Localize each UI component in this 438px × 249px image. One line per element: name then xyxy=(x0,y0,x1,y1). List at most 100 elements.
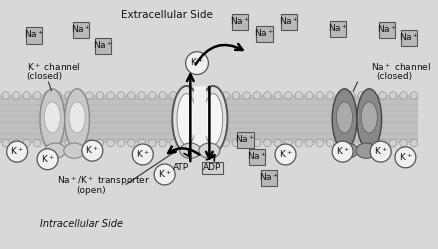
Circle shape xyxy=(75,139,83,147)
Circle shape xyxy=(294,92,302,99)
Circle shape xyxy=(85,139,93,147)
Text: Na$^+$: Na$^+$ xyxy=(327,22,347,34)
Ellipse shape xyxy=(64,143,85,158)
Circle shape xyxy=(12,92,20,99)
Circle shape xyxy=(185,52,208,74)
Text: (closed): (closed) xyxy=(375,72,411,81)
Ellipse shape xyxy=(64,89,89,150)
Text: Na$^+$: Na$^+$ xyxy=(71,23,91,35)
Circle shape xyxy=(2,139,10,147)
Circle shape xyxy=(305,139,312,147)
Ellipse shape xyxy=(177,94,196,145)
Circle shape xyxy=(148,139,156,147)
Circle shape xyxy=(154,164,175,185)
Circle shape xyxy=(138,139,145,147)
Ellipse shape xyxy=(356,89,381,150)
Circle shape xyxy=(44,92,51,99)
Circle shape xyxy=(315,92,323,99)
Text: Na$^+$: Na$^+$ xyxy=(259,172,279,183)
Bar xyxy=(261,170,277,186)
Text: K$^+$ channel: K$^+$ channel xyxy=(27,61,80,73)
Circle shape xyxy=(211,139,219,147)
Circle shape xyxy=(221,92,229,99)
Circle shape xyxy=(253,92,260,99)
Circle shape xyxy=(169,92,177,99)
Text: K$^+$: K$^+$ xyxy=(41,153,54,165)
Circle shape xyxy=(169,139,177,147)
Text: Na$^+$: Na$^+$ xyxy=(254,27,274,39)
Circle shape xyxy=(284,92,292,99)
Circle shape xyxy=(148,92,156,99)
Circle shape xyxy=(346,92,354,99)
Bar xyxy=(237,132,253,148)
Circle shape xyxy=(85,92,93,99)
Bar xyxy=(26,27,42,44)
Circle shape xyxy=(106,92,114,99)
Circle shape xyxy=(33,92,41,99)
Circle shape xyxy=(117,139,124,147)
Text: Na$^+$: Na$^+$ xyxy=(92,39,113,51)
Circle shape xyxy=(346,139,354,147)
Circle shape xyxy=(399,139,406,147)
Circle shape xyxy=(2,92,10,99)
Bar xyxy=(378,22,395,38)
Ellipse shape xyxy=(172,86,200,153)
Ellipse shape xyxy=(360,102,377,133)
Circle shape xyxy=(180,139,187,147)
Text: Na$^+$: Na$^+$ xyxy=(398,32,418,43)
Circle shape xyxy=(336,92,344,99)
Circle shape xyxy=(242,139,250,147)
Text: Na$^+$/K$^+$ transporter: Na$^+$/K$^+$ transporter xyxy=(57,174,150,188)
Circle shape xyxy=(200,92,208,99)
Circle shape xyxy=(332,141,352,162)
Circle shape xyxy=(190,139,198,147)
Circle shape xyxy=(357,139,364,147)
Circle shape xyxy=(326,92,333,99)
Circle shape xyxy=(33,139,41,147)
Text: K$^+$: K$^+$ xyxy=(135,148,149,160)
Text: Na$^+$: Na$^+$ xyxy=(229,15,249,27)
Text: K$^+$: K$^+$ xyxy=(85,144,99,156)
Circle shape xyxy=(273,139,281,147)
Ellipse shape xyxy=(69,102,85,133)
Circle shape xyxy=(369,141,390,162)
Text: (open): (open) xyxy=(76,186,106,195)
Circle shape xyxy=(336,139,344,147)
Circle shape xyxy=(357,92,364,99)
Ellipse shape xyxy=(40,89,64,150)
Circle shape xyxy=(132,144,153,165)
Text: Na$^+$ channel: Na$^+$ channel xyxy=(370,61,430,73)
Ellipse shape xyxy=(45,143,66,158)
Text: K$^+$: K$^+$ xyxy=(398,151,411,163)
Bar xyxy=(201,162,222,174)
Text: K$^+$: K$^+$ xyxy=(335,145,349,157)
Circle shape xyxy=(81,140,102,161)
Bar xyxy=(281,14,297,30)
Ellipse shape xyxy=(180,143,200,158)
Circle shape xyxy=(159,139,166,147)
Circle shape xyxy=(96,139,103,147)
Ellipse shape xyxy=(332,89,356,150)
Text: Na$^+$: Na$^+$ xyxy=(376,23,396,35)
Circle shape xyxy=(54,139,62,147)
Ellipse shape xyxy=(336,143,357,158)
Text: Na$^+$: Na$^+$ xyxy=(246,151,266,162)
Bar xyxy=(73,22,89,38)
Circle shape xyxy=(253,139,260,147)
Circle shape xyxy=(64,92,72,99)
Text: Na$^+$: Na$^+$ xyxy=(24,29,44,40)
Circle shape xyxy=(409,92,417,99)
Circle shape xyxy=(221,139,229,147)
Circle shape xyxy=(378,139,385,147)
Text: Extracellular Side: Extracellular Side xyxy=(120,9,212,20)
Circle shape xyxy=(54,92,62,99)
Circle shape xyxy=(409,139,417,147)
Ellipse shape xyxy=(198,143,219,158)
Bar xyxy=(231,14,247,30)
Circle shape xyxy=(159,92,166,99)
Circle shape xyxy=(263,139,271,147)
Ellipse shape xyxy=(198,86,227,153)
Circle shape xyxy=(211,92,219,99)
Circle shape xyxy=(12,139,20,147)
Circle shape xyxy=(64,139,72,147)
